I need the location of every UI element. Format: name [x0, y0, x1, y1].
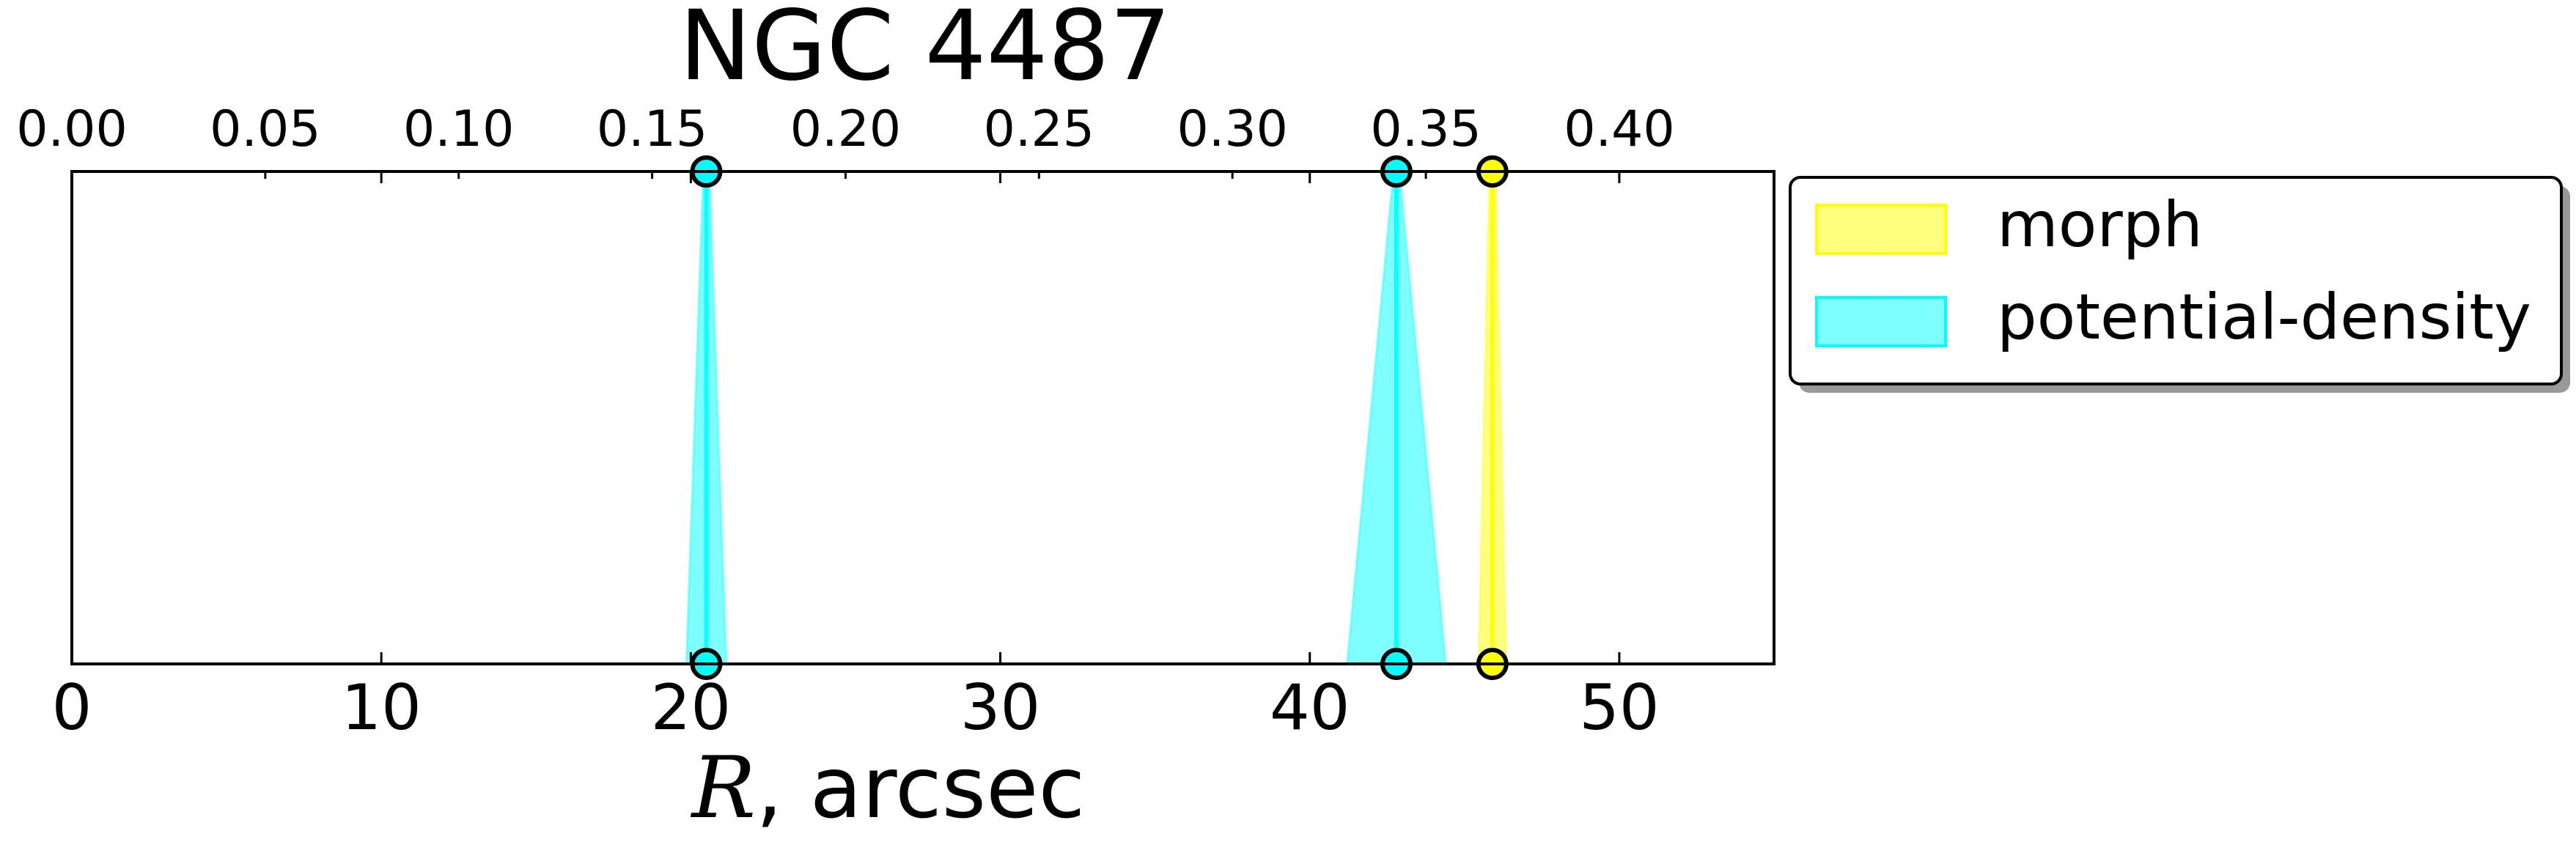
legend: morph potential-density — [1789, 176, 2570, 393]
x-tick-label: 50 — [1579, 671, 1659, 745]
x-tick-label: 40 — [1270, 671, 1350, 745]
top-tick-label: 0.00 — [16, 100, 127, 158]
top-tick-label: 0.30 — [1177, 100, 1287, 158]
top-tick-label: 0.35 — [1370, 100, 1481, 158]
x-axis-label-unit: , arcsec — [756, 739, 1085, 838]
legend-label-morph: morph — [1997, 188, 2203, 262]
legend-swatch-morph — [1815, 204, 1947, 255]
top-tick-label: 0.15 — [597, 100, 707, 158]
top-tick-label: 0.25 — [984, 100, 1094, 158]
legend-label-potential-density: potential-density — [1997, 281, 2531, 354]
top-tick-label: 0.40 — [1564, 100, 1674, 158]
top-tick-label: 0.10 — [403, 100, 514, 158]
x-tick-label: 20 — [651, 671, 731, 745]
x-axis-top: 0.00 0.05 0.10 0.15 0.20 0.25 0.30 0.35 0.40 — [16, 100, 1675, 179]
x-tick-label: 0 — [52, 671, 92, 745]
x-axis-bottom: 0 10 20 30 40 50 — [52, 171, 1660, 745]
x-tick-label: 30 — [960, 671, 1040, 745]
plot-frame — [70, 170, 1775, 665]
x-axis-label: R, arcsec — [691, 739, 1086, 838]
legend-swatch-potential-density — [1815, 296, 1947, 347]
legend-box — [1789, 176, 2563, 385]
top-tick-label: 0.05 — [210, 100, 320, 158]
x-tick-label: 10 — [341, 671, 421, 745]
top-tick-label: 0.20 — [790, 100, 901, 158]
chart-title: NGC 4487 — [679, 0, 1171, 103]
x-axis-label-symbol: R — [691, 739, 756, 838]
